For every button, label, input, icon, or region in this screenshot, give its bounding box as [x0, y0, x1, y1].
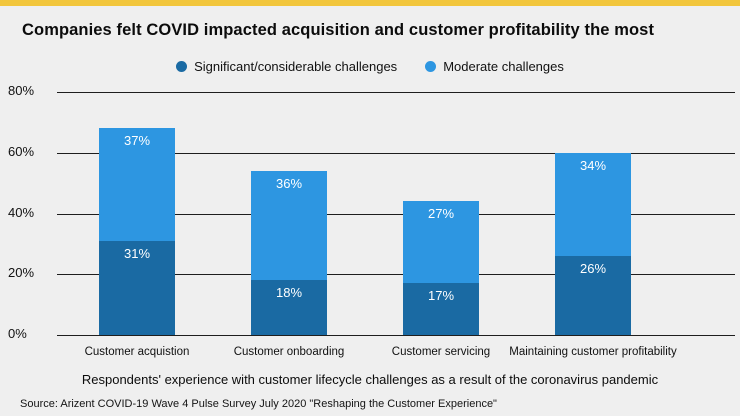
- bar-segment: 34%: [555, 152, 631, 257]
- chart-legend: Significant/considerable challenges Mode…: [0, 59, 740, 74]
- x-axis-category-label: Customer acquistion: [84, 346, 190, 358]
- gridline: [57, 274, 735, 276]
- bar-segment: 36%: [251, 170, 327, 281]
- chart-caption: Respondents' experience with customer li…: [81, 372, 659, 387]
- bar-value-label: 18%: [275, 285, 303, 301]
- source-line: Source: Arizent COVID-19 Wave 4 Pulse Su…: [20, 398, 497, 410]
- bar-segment: 27%: [403, 201, 479, 284]
- y-axis-tick-label: 40%: [8, 204, 35, 220]
- bar-value-label: 17%: [427, 288, 455, 304]
- y-axis-tick-label: 60%: [8, 143, 35, 159]
- legend-label-moderate: Moderate challenges: [443, 59, 564, 74]
- bar-segment: 37%: [99, 128, 175, 241]
- y-axis-tick-label: 0%: [8, 326, 27, 341]
- stacked-bar-chart: 0% 20% 40% 60% 80% 31% 37% Customer acquistion 1…: [0, 83, 740, 364]
- bar-value-label: 31%: [123, 245, 151, 261]
- legend-dot-significant-icon: [176, 61, 188, 72]
- bar-value-label: 37%: [123, 133, 151, 149]
- bar-segment: 17%: [403, 283, 479, 335]
- bar-segment: 26%: [555, 256, 631, 335]
- bar-value-label: 34%: [579, 157, 607, 173]
- bar-value-label: 27%: [427, 206, 455, 222]
- gridline: [57, 92, 735, 93]
- gridline: [57, 335, 735, 336]
- legend-item-significant: Significant/considerable challenges: [176, 59, 397, 74]
- x-axis-category-label: Maintaining customer profitability: [509, 346, 677, 358]
- bar-segment: 31%: [99, 240, 175, 335]
- x-axis-category-label: Customer servicing: [391, 346, 491, 358]
- chart-title: Companies felt COVID impacted acquisitio…: [22, 21, 655, 39]
- bar-value-label: 26%: [579, 261, 607, 277]
- top-accent-bar: [0, 0, 740, 6]
- gridline: [57, 152, 735, 154]
- bar-segment: 18%: [251, 280, 327, 335]
- legend-dot-moderate-icon: [425, 61, 437, 72]
- y-axis-tick-label: 80%: [8, 83, 35, 98]
- y-axis-tick-label: 20%: [8, 265, 35, 281]
- bar-value-label: 36%: [275, 175, 303, 191]
- legend-item-moderate: Moderate challenges: [425, 59, 564, 74]
- x-axis-category-label: Customer onboarding: [233, 346, 345, 358]
- legend-label-significant: Significant/considerable challenges: [194, 59, 398, 74]
- gridline: [57, 213, 735, 215]
